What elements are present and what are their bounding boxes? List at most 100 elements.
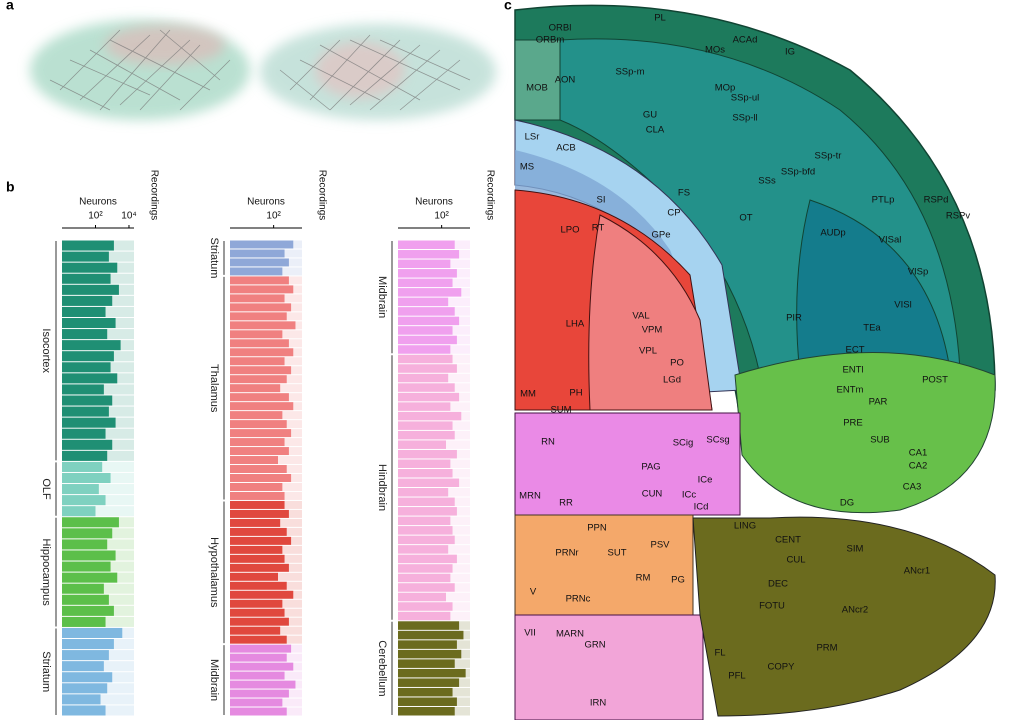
region-label: MARN bbox=[556, 629, 584, 640]
region-label: LING bbox=[734, 521, 756, 532]
bar bbox=[398, 573, 451, 583]
bar bbox=[62, 251, 109, 262]
bar bbox=[62, 472, 111, 484]
panel-letter: b bbox=[6, 179, 15, 195]
bar bbox=[398, 535, 455, 545]
region-label: PG bbox=[671, 575, 685, 586]
region-label: GU bbox=[643, 110, 657, 121]
region-label: ORBl bbox=[549, 23, 572, 34]
group-label: Hypothalamus bbox=[208, 537, 220, 608]
bar bbox=[398, 259, 451, 269]
region-label: LGd bbox=[663, 375, 681, 386]
bar bbox=[398, 516, 451, 526]
region-label: RSPv bbox=[946, 211, 971, 222]
bar bbox=[62, 705, 106, 716]
bar-bg bbox=[62, 506, 134, 517]
brain-render bbox=[105, 25, 225, 65]
region-label: PRE bbox=[843, 418, 863, 429]
bar bbox=[62, 439, 113, 450]
bar bbox=[230, 375, 287, 384]
region-label: PIR bbox=[786, 313, 802, 324]
x-tick-label: 10⁴ bbox=[121, 211, 136, 222]
region-label: SUM bbox=[550, 405, 571, 416]
group-label: OLF bbox=[40, 478, 52, 500]
bar bbox=[398, 402, 451, 411]
region-label: IRN bbox=[590, 698, 607, 709]
bar bbox=[62, 583, 104, 594]
region-label: MOp bbox=[715, 83, 736, 94]
bar bbox=[230, 402, 294, 411]
bar bbox=[398, 468, 453, 478]
bar bbox=[398, 659, 455, 668]
bar bbox=[398, 611, 451, 621]
region-label: PO bbox=[670, 358, 684, 369]
bar bbox=[230, 276, 289, 285]
bar bbox=[398, 488, 449, 497]
bar bbox=[398, 288, 462, 297]
bar bbox=[230, 599, 283, 608]
bar bbox=[62, 528, 113, 539]
bar bbox=[62, 672, 113, 683]
bar bbox=[62, 517, 119, 528]
region-label: ENTm bbox=[837, 385, 864, 396]
brain-render bbox=[315, 42, 405, 98]
region-label: FL bbox=[714, 648, 725, 659]
region-label: ICd bbox=[694, 502, 709, 513]
bar bbox=[230, 527, 287, 536]
bar bbox=[230, 572, 278, 581]
bar bbox=[62, 550, 116, 561]
bar bbox=[398, 649, 462, 659]
panel-letter: c bbox=[504, 0, 512, 13]
bar bbox=[230, 411, 283, 420]
bar bbox=[230, 698, 283, 707]
bar bbox=[398, 392, 460, 402]
bar bbox=[230, 357, 285, 366]
region-label: DEC bbox=[768, 579, 788, 590]
probe-tracks bbox=[49, 29, 471, 111]
region-label: PPN bbox=[587, 523, 607, 534]
panel-b: b Neurons 10² 10⁴ Recordings Isocortex OLF Hip… bbox=[6, 170, 495, 716]
bar bbox=[230, 509, 289, 518]
region-label: VII bbox=[524, 628, 536, 639]
bar bbox=[230, 554, 285, 563]
region-label: GPe bbox=[651, 230, 670, 241]
region-label: SI bbox=[597, 195, 606, 206]
bar bbox=[62, 395, 113, 406]
region-label: RR bbox=[559, 498, 573, 509]
bar bbox=[398, 354, 453, 364]
bar bbox=[230, 653, 287, 662]
group-label: Midbrain bbox=[376, 276, 388, 318]
group-label: Hippocampus bbox=[40, 538, 52, 606]
region-label: VAL bbox=[632, 311, 649, 322]
bar bbox=[230, 671, 285, 680]
region-labels: ORBl ORBm PL MOs ACAd IG MOB AON SSp-m M… bbox=[519, 13, 970, 709]
region-label: VPL bbox=[639, 346, 657, 357]
region-label: PTLp bbox=[872, 195, 895, 206]
region-label: V bbox=[530, 587, 537, 598]
bar bbox=[398, 697, 457, 706]
region-label: PRM bbox=[816, 643, 837, 654]
region-label: SSp-ll bbox=[732, 113, 757, 124]
region-label: PSV bbox=[650, 540, 670, 551]
bar bbox=[230, 303, 292, 312]
region-label: CA2 bbox=[909, 461, 927, 472]
region-label: SCsg bbox=[706, 435, 729, 446]
bar bbox=[62, 329, 108, 340]
bar bbox=[398, 250, 460, 259]
thalamus bbox=[588, 214, 713, 411]
bar bbox=[398, 278, 453, 288]
region-label: ECT bbox=[846, 345, 865, 356]
bar bbox=[398, 345, 451, 354]
bar bbox=[62, 639, 114, 650]
bar bbox=[62, 406, 109, 417]
region-label: GRN bbox=[584, 640, 605, 651]
recordings-title: Recordings bbox=[484, 170, 495, 221]
bar bbox=[230, 500, 285, 509]
bar bbox=[62, 539, 108, 550]
region-label: ANcr2 bbox=[842, 605, 868, 616]
bar bbox=[398, 316, 460, 326]
axis-title: Neurons bbox=[247, 197, 285, 208]
bar bbox=[62, 506, 96, 517]
bar bbox=[230, 644, 292, 653]
bar bbox=[62, 627, 123, 639]
